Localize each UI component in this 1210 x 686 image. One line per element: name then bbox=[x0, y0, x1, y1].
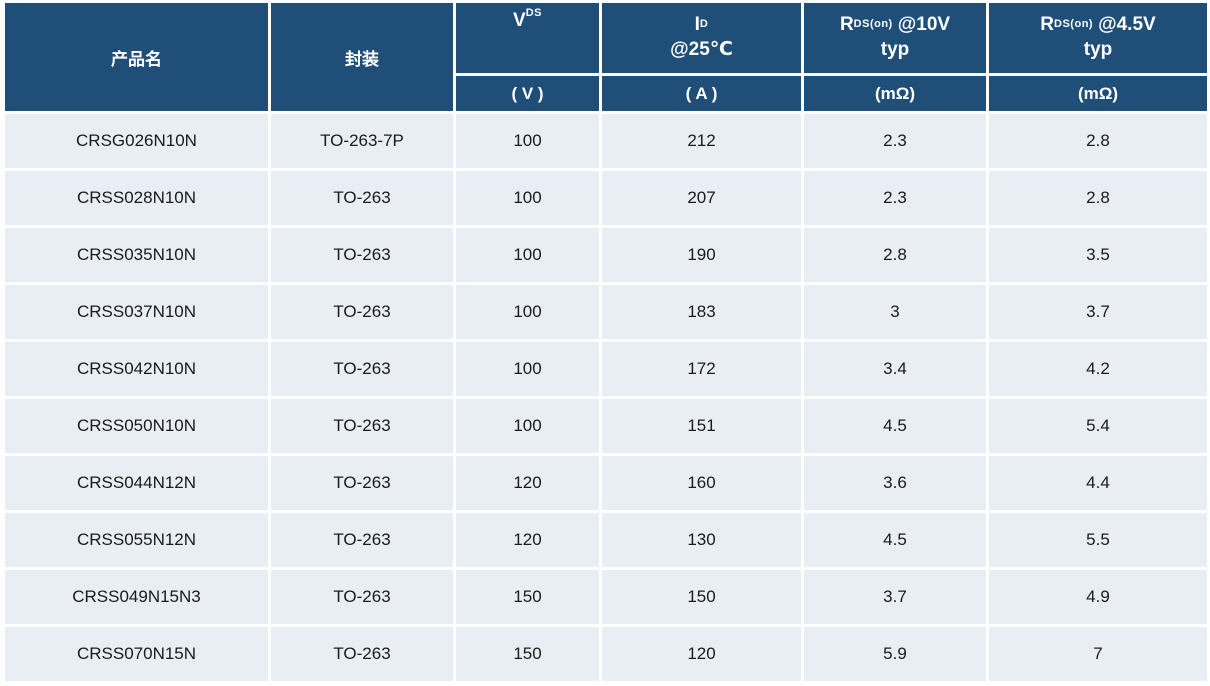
rds10-cell: 4.5 bbox=[804, 399, 986, 453]
package-cell: TO-263 bbox=[271, 456, 453, 510]
id-cell: 207 bbox=[602, 171, 801, 225]
rds45-cell: 7 bbox=[989, 627, 1207, 681]
id-cell: 172 bbox=[602, 342, 801, 396]
id-cell: 183 bbox=[602, 285, 801, 339]
product-cell: CRSS028N10N bbox=[5, 171, 268, 225]
package-cell: TO-263 bbox=[271, 399, 453, 453]
header-vds: V DS bbox=[456, 3, 599, 73]
rds10-cell: 3.6 bbox=[804, 456, 986, 510]
header-rds-10v: RDS(on) @10V typ bbox=[804, 3, 986, 73]
header-rds-4v5: RDS(on) @4.5V typ bbox=[989, 3, 1207, 73]
product-cell: CRSS055N12N bbox=[5, 513, 268, 567]
vds-cell: 100 bbox=[456, 228, 599, 282]
vds-cell: 100 bbox=[456, 171, 599, 225]
package-cell: TO-263 bbox=[271, 570, 453, 624]
rds45-cell: 4.9 bbox=[989, 570, 1207, 624]
rds45-typ-label: typ bbox=[1083, 39, 1113, 60]
id-cell: 151 bbox=[602, 399, 801, 453]
package-cell: TO-263 bbox=[271, 228, 453, 282]
rds45-cell: 3.5 bbox=[989, 228, 1207, 282]
rds10-symbol: R bbox=[839, 14, 854, 36]
rds10-cell: 4.5 bbox=[804, 513, 986, 567]
rds45-cell: 2.8 bbox=[989, 171, 1207, 225]
vds-cell: 150 bbox=[456, 627, 599, 681]
rds10-cell: 2.8 bbox=[804, 228, 986, 282]
id-cell: 212 bbox=[602, 114, 801, 168]
product-cell: CRSS070N15N bbox=[5, 627, 268, 681]
product-cell: CRSS049N15N3 bbox=[5, 570, 268, 624]
rds10-condition: @10V bbox=[897, 14, 951, 36]
rds45-subscript: DS(on) bbox=[1054, 18, 1094, 31]
rds45-cell: 5.4 bbox=[989, 399, 1207, 453]
package-cell: TO-263 bbox=[271, 342, 453, 396]
product-cell: CRSG026N10N bbox=[5, 114, 268, 168]
rds10-cell: 5.9 bbox=[804, 627, 986, 681]
rds10-cell: 3.4 bbox=[804, 342, 986, 396]
id-cell: 120 bbox=[602, 627, 801, 681]
package-cell: TO-263 bbox=[271, 285, 453, 339]
rds10-cell: 3.7 bbox=[804, 570, 986, 624]
vds-cell: 150 bbox=[456, 570, 599, 624]
id-subscript: D bbox=[699, 18, 709, 31]
product-cell: CRSS035N10N bbox=[5, 228, 268, 282]
id-cell: 150 bbox=[602, 570, 801, 624]
rds45-symbol-line: RDS(on) @4.5V bbox=[1040, 13, 1155, 38]
rds10-cell: 3 bbox=[804, 285, 986, 339]
rds45-cell: 2.8 bbox=[989, 114, 1207, 168]
vds-cell: 120 bbox=[456, 456, 599, 510]
header-id: ID @25℃ bbox=[602, 3, 801, 73]
rds45-cell: 4.4 bbox=[989, 456, 1207, 510]
header-product-name: 产品名 bbox=[5, 3, 268, 111]
rds10-symbol-line: RDS(on) @10V bbox=[840, 13, 950, 38]
rds10-cell: 2.3 bbox=[804, 114, 986, 168]
id-cell: 190 bbox=[602, 228, 801, 282]
rds10-cell: 2.3 bbox=[804, 171, 986, 225]
id-cell: 130 bbox=[602, 513, 801, 567]
unit-vds: ( V ) bbox=[456, 76, 599, 111]
vds-cell: 100 bbox=[456, 342, 599, 396]
product-cell: CRSS042N10N bbox=[5, 342, 268, 396]
unit-id: ( A ) bbox=[602, 76, 801, 111]
package-cell: TO-263 bbox=[271, 627, 453, 681]
rds45-cell: 3.7 bbox=[989, 285, 1207, 339]
vds-cell: 100 bbox=[456, 285, 599, 339]
vds-symbol: V bbox=[513, 10, 526, 31]
id-cell: 160 bbox=[602, 456, 801, 510]
header-package: 封装 bbox=[271, 3, 453, 111]
rds45-condition: @4.5V bbox=[1098, 14, 1156, 36]
unit-rds-10v: (mΩ) bbox=[804, 76, 986, 111]
product-cell: CRSS037N10N bbox=[5, 285, 268, 339]
id-symbol: I bbox=[694, 14, 700, 36]
rds45-cell: 4.2 bbox=[989, 342, 1207, 396]
id-condition: @25℃ bbox=[670, 39, 733, 60]
unit-rds-4v5: (mΩ) bbox=[989, 76, 1207, 111]
package-cell: TO-263-7P bbox=[271, 114, 453, 168]
rds10-typ-label: typ bbox=[880, 39, 910, 60]
product-cell: CRSS050N10N bbox=[5, 399, 268, 453]
package-cell: TO-263 bbox=[271, 171, 453, 225]
rds45-cell: 5.5 bbox=[989, 513, 1207, 567]
product-cell: CRSS044N12N bbox=[5, 456, 268, 510]
id-symbol-line: ID bbox=[695, 13, 709, 38]
rds45-symbol: R bbox=[1040, 14, 1055, 36]
vds-subscript: DS bbox=[525, 7, 542, 19]
vds-cell: 100 bbox=[456, 114, 599, 168]
vds-cell: 100 bbox=[456, 399, 599, 453]
vds-cell: 120 bbox=[456, 513, 599, 567]
rds10-subscript: DS(on) bbox=[853, 18, 893, 31]
package-cell: TO-263 bbox=[271, 513, 453, 567]
